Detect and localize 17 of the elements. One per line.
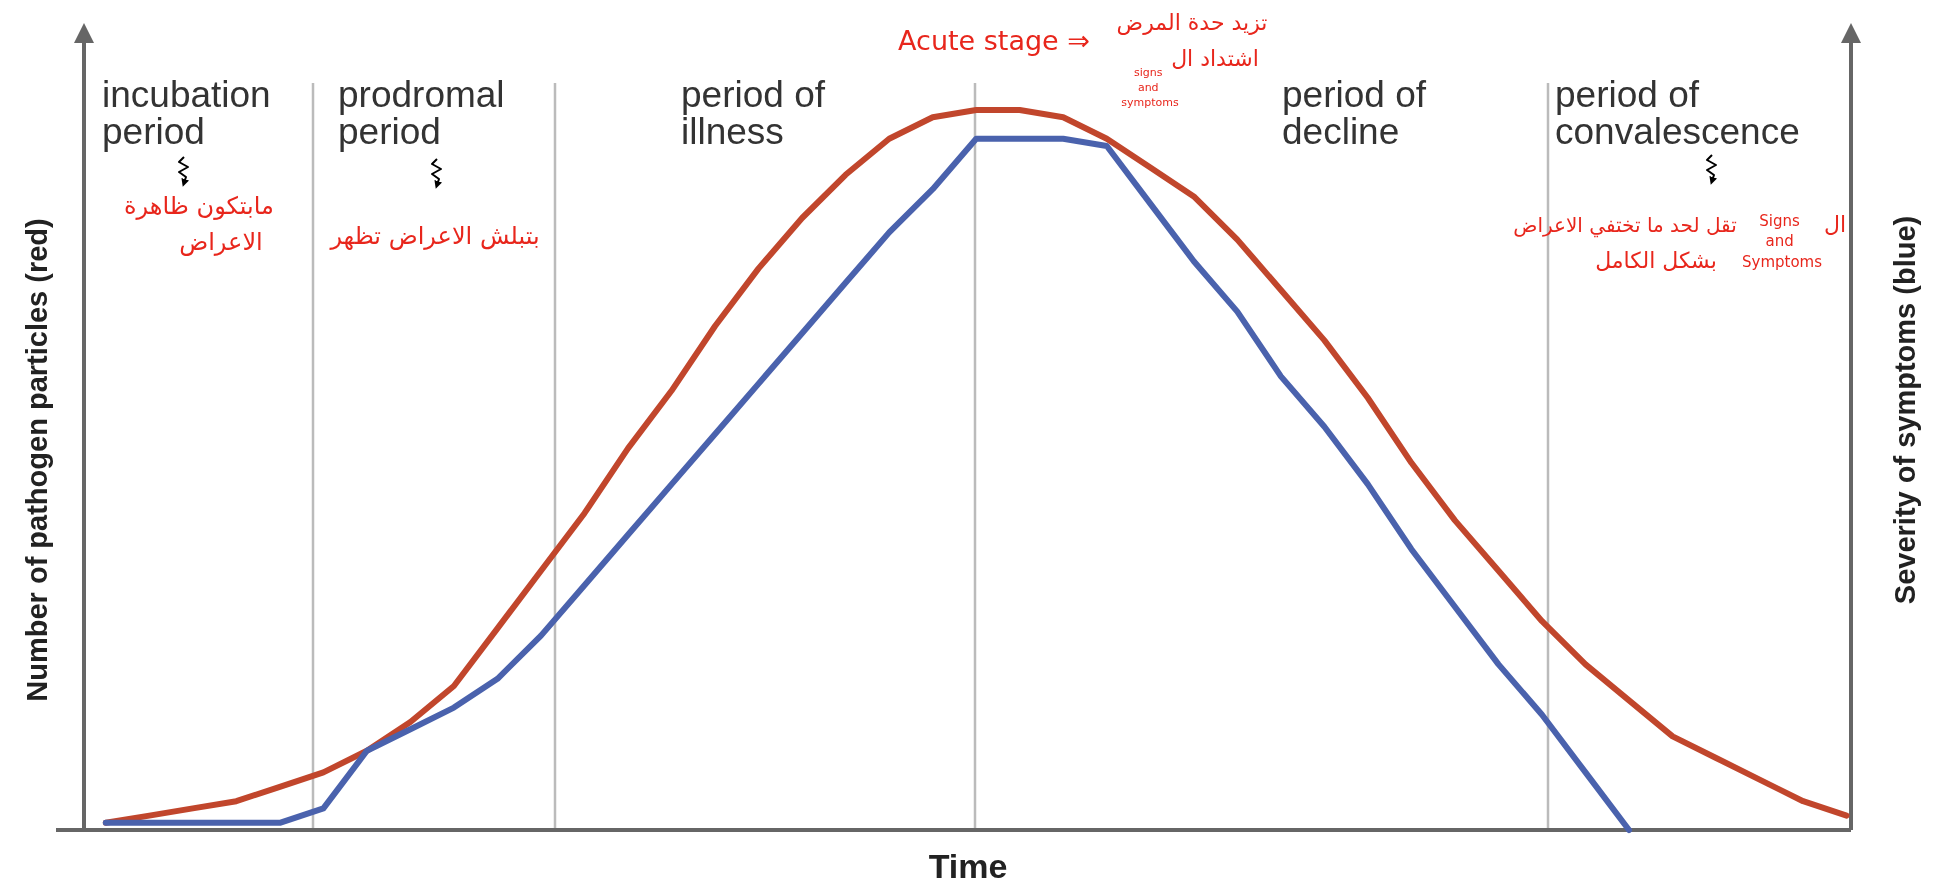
annotation: period of decline <box>1282 74 1437 152</box>
annotation: prodromal period <box>338 74 515 152</box>
text: Acute stage ⇒ <box>898 25 1090 56</box>
x-axis-title: Time <box>928 847 1008 883</box>
annotation: period of illness <box>681 74 836 152</box>
annotation: الاعراض <box>179 228 263 256</box>
annotation: Signs and Symptoms <box>1741 212 1823 271</box>
annotation: بشكل الكامل <box>1595 248 1717 273</box>
annotation: incubation period <box>102 74 281 152</box>
annotation: بتبلش الاعراض تظهر <box>329 222 540 250</box>
annotation: ال <box>1823 212 1847 237</box>
annotation: مابتكون ظاهرة <box>124 192 274 220</box>
y2-axis-title: Severity of symptoms (blue) <box>1889 215 1921 605</box>
annotation: period of convalescence <box>1555 74 1800 152</box>
text: تزيد حدة المرض <box>1116 10 1268 36</box>
y-axis-title: Number of pathogen particles (red) <box>21 218 53 702</box>
annotation: تقل لحد ما تختفي الاعراض <box>1513 213 1737 238</box>
